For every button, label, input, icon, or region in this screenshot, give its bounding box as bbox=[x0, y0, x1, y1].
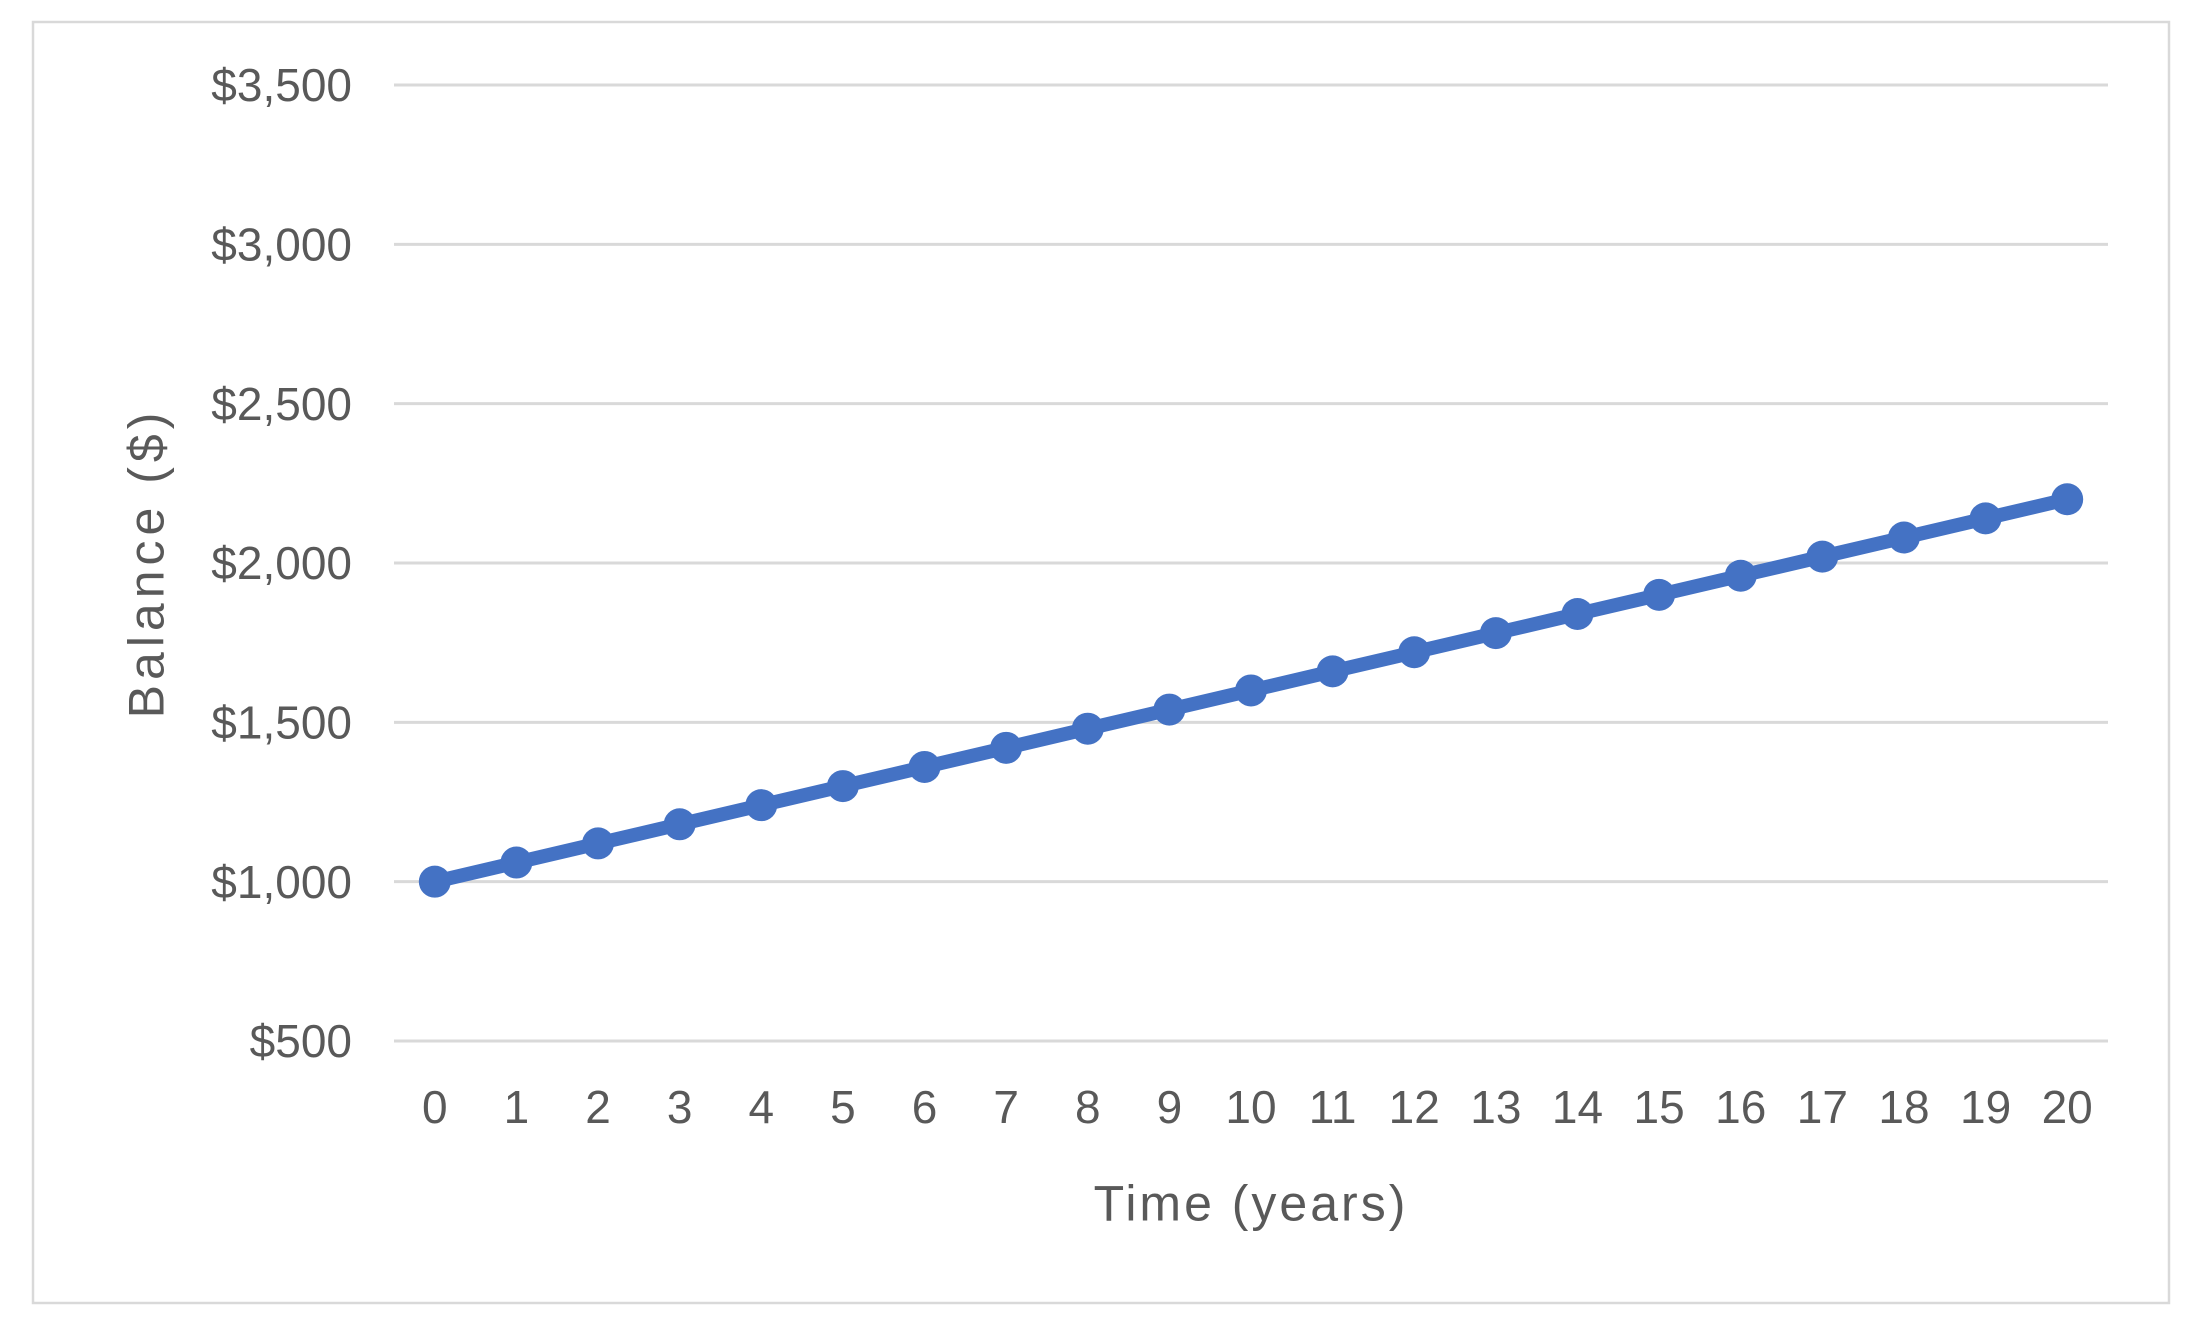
x-tick-label: 20 bbox=[2042, 1081, 2093, 1133]
data-point-marker bbox=[1071, 712, 1104, 745]
data-point-marker bbox=[1561, 597, 1594, 630]
x-axis-title: Time (years) bbox=[1094, 1176, 1409, 1232]
x-tick-label: 11 bbox=[1309, 1081, 1357, 1133]
data-point-marker bbox=[1316, 655, 1349, 688]
gridlines bbox=[394, 83, 2108, 1043]
data-point-marker bbox=[2051, 483, 2084, 516]
data-point-marker bbox=[1806, 540, 1839, 573]
x-tick-label: 4 bbox=[748, 1081, 774, 1133]
chart-border bbox=[31, 20, 2171, 1305]
x-tick-label: 8 bbox=[1075, 1081, 1101, 1133]
x-tick-label: 3 bbox=[667, 1081, 693, 1133]
x-tick-label: 14 bbox=[1552, 1081, 1603, 1133]
data-point-marker bbox=[826, 770, 859, 803]
data-point-marker bbox=[1479, 617, 1512, 650]
x-tick-label: 18 bbox=[1878, 1081, 1929, 1133]
data-point-marker bbox=[1887, 521, 1920, 554]
data-point-marker bbox=[1153, 693, 1186, 726]
y-tick-label: $1,000 bbox=[211, 856, 352, 908]
x-tick-label: 12 bbox=[1389, 1081, 1440, 1133]
x-axis-tick-labels: 0 1 2 3 4 5 6 7 8 9 10 11 12 13 14 15 16 17 18 19 20 bbox=[422, 1081, 2093, 1133]
x-tick-label: 1 bbox=[504, 1081, 530, 1133]
y-tick-label: $2,500 bbox=[211, 378, 352, 430]
y-tick-label: $1,500 bbox=[211, 696, 352, 748]
data-series bbox=[418, 483, 2084, 898]
x-tick-label: 2 bbox=[585, 1081, 611, 1133]
data-point-marker bbox=[418, 865, 451, 898]
x-tick-label: 6 bbox=[912, 1081, 938, 1133]
data-point-marker bbox=[582, 827, 615, 860]
data-point-marker bbox=[500, 846, 533, 879]
data-point-marker bbox=[745, 789, 778, 822]
x-tick-label: 9 bbox=[1157, 1081, 1183, 1133]
data-point-marker bbox=[1724, 559, 1757, 592]
data-point-marker bbox=[1398, 636, 1431, 669]
data-point-marker bbox=[1235, 674, 1267, 707]
y-tick-label: $2,000 bbox=[211, 537, 352, 589]
y-tick-label: $500 bbox=[250, 1015, 352, 1067]
data-point-marker bbox=[663, 808, 696, 841]
x-tick-label: 7 bbox=[993, 1081, 1019, 1133]
x-tick-label: 0 bbox=[422, 1081, 448, 1133]
data-point-marker bbox=[1969, 502, 2002, 535]
y-axis-title: Balance ($) bbox=[119, 408, 175, 719]
x-tick-label: 13 bbox=[1470, 1081, 1521, 1133]
x-tick-label: 17 bbox=[1797, 1081, 1848, 1133]
y-tick-label: $3,500 bbox=[211, 59, 352, 111]
x-tick-label: 16 bbox=[1715, 1081, 1766, 1133]
x-tick-label: 5 bbox=[830, 1081, 856, 1133]
data-point-marker bbox=[990, 731, 1023, 764]
y-tick-label: $3,000 bbox=[211, 218, 352, 270]
x-tick-label: 19 bbox=[1960, 1081, 2011, 1133]
y-axis-tick-labels: $500 $1,000 $1,500 $2,000 $2,500 $3,000 $3,500 bbox=[211, 59, 352, 1067]
x-tick-label: 15 bbox=[1634, 1081, 1685, 1133]
data-point-marker bbox=[1643, 578, 1676, 611]
data-point-marker bbox=[908, 750, 941, 783]
x-tick-label: 10 bbox=[1225, 1081, 1276, 1133]
